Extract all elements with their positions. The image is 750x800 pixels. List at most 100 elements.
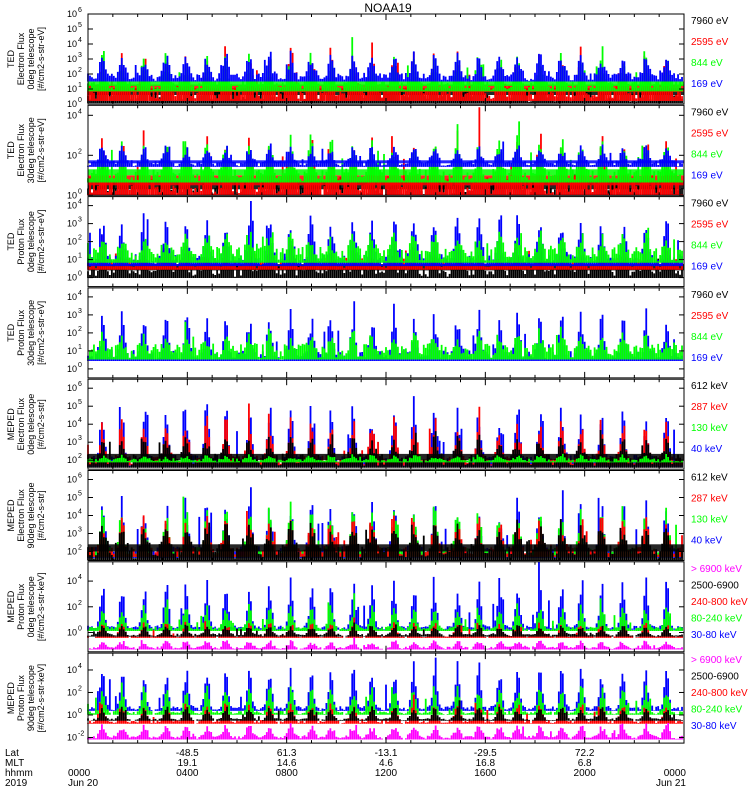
panel-frame: [87, 561, 685, 653]
series-844-ev: [87, 121, 684, 183]
series-spikes: [87, 50, 683, 82]
y-tick-exponent: 4: [78, 108, 82, 115]
y-tick-exponent: 2: [78, 685, 82, 692]
series-spikes: [87, 321, 683, 360]
series-floor: [88, 169, 684, 176]
legend-entry: 169 eV: [691, 170, 723, 181]
y-tick-label: 10: [67, 292, 77, 302]
legend-entry: 7960 eV: [691, 290, 729, 301]
y-tick-label: 10: [67, 364, 77, 374]
chart-title: NOAA19: [364, 1, 412, 15]
legend-entry: 169 eV: [691, 353, 723, 364]
bottom-tick-lat: 72.2: [575, 748, 595, 759]
y-tick-exponent: -2: [78, 730, 84, 737]
y-tick-exponent: 0: [78, 362, 82, 369]
y-axis-label-line: [#/cm2-s-str-eV]: [36, 301, 46, 365]
y-tick-exponent: 0: [78, 188, 82, 195]
legend-entry: 7960 eV: [691, 107, 729, 118]
legend-entry: 287 keV: [691, 402, 728, 413]
y-tick-exponent: 2: [78, 148, 82, 155]
series-spikes: [87, 723, 683, 740]
series-844-ev: [87, 227, 683, 263]
y-axis-label-line: MEPED: [6, 499, 16, 532]
y-axis-label-line: [#/cm2-s-str-keV]: [36, 573, 46, 642]
legend-entry: 169 eV: [691, 262, 723, 273]
legend-entry: 7960 eV: [691, 16, 729, 27]
y-tick-label: 10: [67, 237, 77, 247]
y-axis-label-line: 30deg telescope: [26, 117, 36, 183]
y-tick-exponent: 0: [78, 97, 82, 104]
legend-entry: 287 keV: [691, 494, 728, 505]
series--6900-kev: [89, 637, 683, 650]
bottom-tick-hhmm: 1600: [474, 768, 497, 779]
bottom-tick-mlt: 16.8: [476, 758, 496, 769]
bottom-tick-mlt: 6.8: [578, 758, 592, 769]
legend-entry: 40 keV: [691, 444, 722, 455]
panel-frame: [87, 287, 685, 379]
y-tick-label: 10: [67, 455, 77, 465]
series-30-80-kev: [87, 561, 683, 630]
legend-entry: 2595 eV: [691, 37, 729, 48]
y-axis-label-line: 90deg telescope: [26, 665, 36, 731]
y-axis-label-line: [#/cm2-s-str-eV]: [36, 118, 46, 182]
y-tick-label: 10: [67, 328, 77, 338]
legend-entry: 844 eV: [691, 332, 723, 343]
series-30-80-kev: [87, 657, 683, 711]
y-axis-label-line: Proton Flux: [16, 218, 26, 265]
series-spikes: [87, 561, 683, 630]
series-844-ev: [87, 37, 684, 92]
y-axis-label-line: [#/cm2-s-str]: [36, 490, 46, 540]
legend-entry: > 6900 keV: [691, 564, 742, 575]
y-axis-label-line: MEPED: [6, 590, 16, 623]
y-tick-exponent: 2: [78, 67, 82, 74]
series-844-ev: [87, 321, 683, 360]
y-tick-label: 10: [67, 437, 77, 447]
legend-entry: 844 eV: [691, 58, 723, 69]
y-tick-exponent: 4: [78, 509, 82, 516]
y-tick-label: 10: [67, 24, 77, 34]
y-tick-exponent: 5: [78, 491, 82, 498]
bottom-tick-hhmm: 0000: [664, 768, 687, 779]
y-tick-label: 10: [67, 346, 77, 356]
y-tick-label: 10: [67, 190, 77, 200]
series-spikes: [87, 657, 683, 711]
y-tick-exponent: 2: [78, 235, 82, 242]
bottom-tick-date: Jun 21: [656, 778, 686, 789]
y-axis-label-line: [#/cm2-s-str-eV]: [36, 27, 46, 91]
bottom-tick-mlt: 4.6: [379, 758, 393, 769]
y-tick-exponent: 3: [78, 308, 82, 315]
y-tick-exponent: 1: [78, 344, 82, 351]
legend-entry: 80-240 keV: [691, 705, 742, 716]
y-tick-exponent: 3: [78, 217, 82, 224]
y-tick-label: 10: [67, 54, 77, 64]
y-axis-label-line: 0deg telescope: [26, 211, 36, 272]
legend-entry: 30-80 keV: [691, 630, 737, 641]
legend-entry: > 6900 keV: [691, 655, 742, 666]
y-tick-exponent: 4: [78, 290, 82, 297]
y-tick-label: 10: [67, 201, 77, 211]
bottom-tick-hhmm: 2000: [574, 768, 597, 779]
y-tick-label: 10: [67, 310, 77, 320]
bottom-tick-lat: -13.1: [375, 748, 398, 759]
legend-entry: 80-240 keV: [691, 613, 742, 624]
series-spikes: [89, 637, 683, 650]
y-axis-label-line: 0deg telescope: [26, 28, 36, 89]
bottom-row-label: Lat: [5, 748, 19, 759]
bottom-tick-date: Jun 20: [68, 778, 98, 789]
legend-entry: 612 keV: [691, 381, 728, 392]
y-axis-label-line: 0deg telescope: [26, 576, 36, 637]
y-tick-exponent: 3: [78, 52, 82, 59]
y-tick-label: 10: [67, 401, 77, 411]
y-tick-label: 10: [67, 665, 77, 675]
y-tick-label: 10: [67, 529, 77, 539]
series-floor: [88, 544, 684, 552]
bottom-tick-lat: 61.3: [277, 748, 297, 759]
y-axis-label-line: [#/cm2-s-str]: [36, 399, 46, 449]
y-tick-exponent: 0: [78, 626, 82, 633]
series-floor: [88, 160, 684, 164]
